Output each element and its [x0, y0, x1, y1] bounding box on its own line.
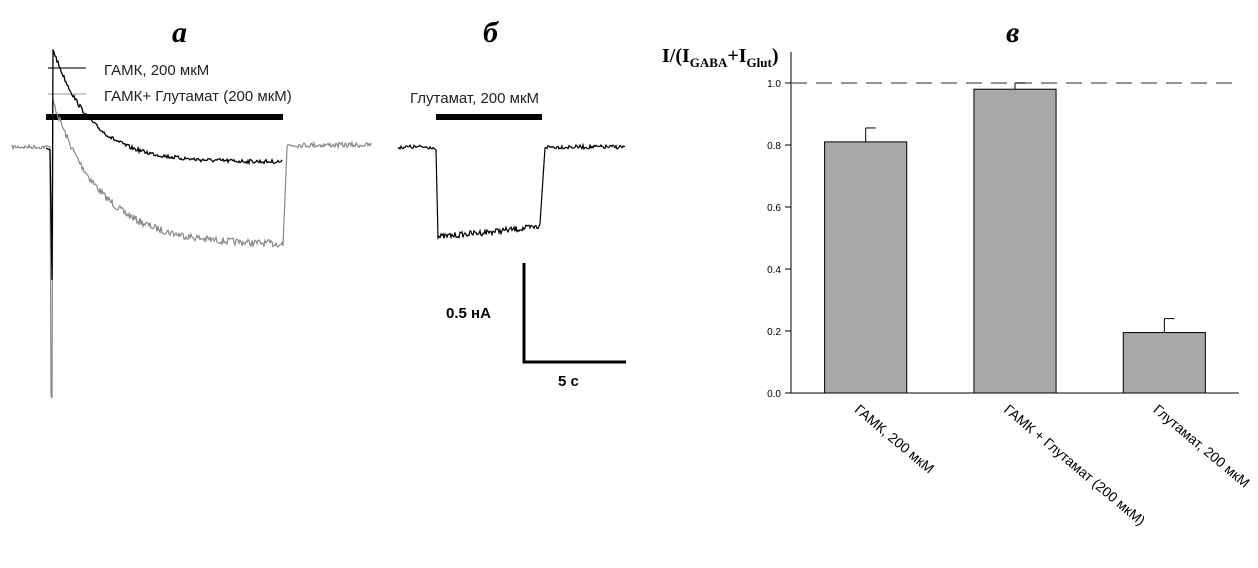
scale-current-label: 0.5 нА — [446, 305, 491, 322]
trace-glutamate — [397, 142, 626, 241]
panel-label-b: б — [483, 16, 499, 49]
legend-text-1: ГАМК, 200 мкМ — [104, 62, 209, 79]
x-tick-label: Глутамат, 200 мкМ — [1150, 401, 1253, 491]
scale-bar: 0.5 нА 5 с — [446, 263, 626, 390]
bar-chart: I/(IGABA+IGlut) 0.0 0.2 0.4 0.6 0.8 1.0 ГАМК, … — [662, 45, 1253, 528]
current-traces — [11, 49, 626, 399]
y-tick-label: 0.8 — [767, 141, 781, 152]
y-tick-label: 0.6 — [767, 203, 781, 214]
legend-text-2: ГАМК+ Глутамат (200 мкМ) — [104, 88, 292, 105]
trace-gaba — [45, 49, 283, 281]
bar — [824, 141, 908, 394]
y-tick-label: 0.0 — [767, 389, 781, 400]
panel-label-c: в — [1006, 16, 1019, 49]
x-tick-label: ГАМК + Глутамат (200 мкМ) — [1001, 401, 1149, 528]
bar — [1122, 332, 1206, 394]
y-axis-label: I/(IGABA+IGlut) — [662, 45, 779, 70]
x-tick-label: ГАМК, 200 мкМ — [852, 401, 938, 476]
trace-gaba-glut — [11, 99, 373, 399]
panel-label-a: а — [172, 16, 187, 49]
y-tick-label: 1.0 — [767, 79, 781, 90]
y-tick-label: 0.4 — [767, 265, 781, 276]
bar — [973, 88, 1057, 394]
application-label-b: Глутамат, 200 мкМ — [410, 90, 539, 107]
scale-time-label: 5 с — [558, 373, 579, 390]
y-tick-label: 0.2 — [767, 327, 781, 338]
legend-a: ГАМК, 200 мкМ ГАМК+ Глутамат (200 мкМ) — [48, 62, 292, 105]
